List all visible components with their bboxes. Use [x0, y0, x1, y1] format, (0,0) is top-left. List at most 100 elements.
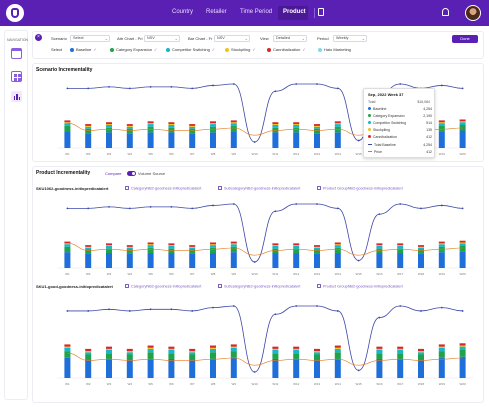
total-point [440, 204, 443, 207]
legend-halo-marketing[interactable]: Halo Marketing [318, 47, 351, 52]
bar-segment [147, 121, 154, 124]
bar-segment [189, 249, 196, 254]
grid-icon[interactable] [11, 71, 22, 82]
bar-segment [189, 247, 196, 250]
close-icon[interactable]: × [35, 34, 42, 41]
bar-segment [189, 128, 196, 134]
tooltip-row: Cannibalization 412 [368, 135, 432, 139]
total-point [128, 310, 131, 312]
x-tick-label: W8 [211, 272, 216, 276]
x-tick-label: W12 [293, 382, 300, 386]
total-line [67, 83, 463, 143]
bar-segment [459, 243, 466, 246]
bar-segment [230, 246, 237, 253]
bell-icon[interactable] [442, 8, 449, 16]
nav-time-period[interactable]: Time Period [240, 9, 273, 15]
x-tick-label: W1 [65, 272, 70, 276]
nav-product[interactable]: Product [283, 9, 306, 15]
total-point [232, 305, 235, 307]
avatar[interactable] [465, 5, 481, 21]
bar-segment [189, 133, 196, 148]
bar-segment [189, 126, 196, 129]
bar-segment [293, 125, 300, 128]
bar-segment [293, 122, 300, 125]
view-select[interactable]: Detailed ⌄ [273, 35, 307, 42]
bar-segment [147, 244, 154, 246]
bar-segment [397, 353, 404, 359]
bar-segment [230, 344, 237, 347]
bar-chart-label: Bar Chart - Fr [188, 36, 213, 41]
bar-segment [126, 246, 133, 248]
bar-segment [418, 249, 424, 254]
bar-segment [85, 360, 92, 378]
bar-segment [272, 125, 279, 128]
bar-chart-icon[interactable] [11, 91, 22, 102]
bar-segment [293, 248, 300, 254]
calendar-icon[interactable] [11, 48, 22, 59]
bar-segment [334, 253, 341, 268]
x-tick-label: W15 [356, 382, 363, 386]
chevron-down-icon: ⌄ [174, 36, 178, 41]
bar-segment [438, 347, 445, 352]
nav-country[interactable]: Country [172, 9, 194, 15]
legend-stockpiling[interactable]: Stockpiling ✓ [225, 47, 256, 52]
bar-segment [334, 121, 341, 124]
crumb-category[interactable]: CategoryNB2-goodness-initiopredicatalert [125, 186, 202, 190]
bar-segment [64, 357, 71, 378]
scenario-label: Scenario [51, 36, 67, 41]
bar-segment [438, 243, 445, 245]
tooltip-subtitle: Total [368, 100, 376, 104]
bar-segment [293, 246, 300, 249]
total-point [440, 306, 443, 309]
bar-segment [272, 245, 279, 246]
bar-segment [230, 346, 237, 348]
crumb-product-group[interactable]: Product GroupNB2-goodness-initiopredicat… [317, 186, 403, 190]
bar-segment [210, 123, 216, 125]
crumb-subcategory[interactable]: SubcategoryNB2-goodness-initiopredicatal… [218, 284, 300, 288]
bar-segment [168, 248, 175, 254]
crumb-product-group[interactable]: Product GroupNB2-goodness-initiopredicat… [317, 284, 403, 288]
bar-segment [210, 345, 216, 348]
bar-segment [85, 245, 92, 247]
bar-segment [168, 245, 175, 246]
chevron-down-icon: ⌄ [361, 36, 365, 41]
done-button[interactable]: Done [452, 35, 478, 43]
tooltip-row: Category Expansion 2,190 [368, 114, 432, 118]
scenario-select[interactable]: Select ⌄ [70, 35, 110, 42]
bar-segment [397, 253, 404, 268]
bar-segment [106, 248, 112, 254]
period-select[interactable]: Weekly ⌄ [333, 35, 367, 42]
total-point [170, 206, 173, 208]
bar-segment [459, 343, 466, 346]
legend-baseline[interactable]: Baseline ✓ [70, 47, 97, 52]
legend-cannibalization[interactable]: Cannibalization ✓ [267, 47, 306, 52]
compare-toggle[interactable] [127, 171, 136, 176]
app-logo-icon[interactable] [6, 4, 24, 22]
total-point [274, 313, 277, 316]
crumb-category[interactable]: CategoryNB2-goodness-initiopredicatalert [125, 284, 202, 288]
x-tick-label: W3 [107, 272, 112, 276]
x-tick-label: W19 [439, 152, 446, 156]
bar-segment [210, 121, 216, 124]
x-tick-label: W13 [314, 152, 321, 156]
bar-segment [106, 350, 112, 354]
bar-segment [210, 126, 216, 133]
x-tick-label: W12 [293, 152, 300, 156]
legend-category-expansion[interactable]: Category Expansion ✓ [110, 47, 157, 52]
bar-segment [147, 126, 154, 133]
bar-segment [85, 128, 92, 134]
bar-segment [210, 132, 216, 148]
bar-chart-select[interactable]: NSV ⌄ [214, 35, 250, 42]
x-tick-label: W3 [107, 152, 112, 156]
document-icon[interactable] [318, 8, 324, 16]
legend-competitor-switching[interactable]: Competitor Switching ✓ [166, 47, 215, 52]
total-point [316, 203, 318, 205]
sidebar: NAVIGATION [4, 30, 28, 400]
crumb-subcategory[interactable]: SubcategoryNB2-goodness-initiopredicatal… [218, 186, 300, 190]
bar-segment [64, 120, 71, 123]
attr-chart-select[interactable]: NSV ⌄ [144, 35, 180, 42]
nav-retailer[interactable]: Retailer [206, 9, 227, 15]
bar-segment [438, 241, 445, 244]
bar-segment [314, 360, 320, 378]
bar-segment [189, 348, 196, 352]
